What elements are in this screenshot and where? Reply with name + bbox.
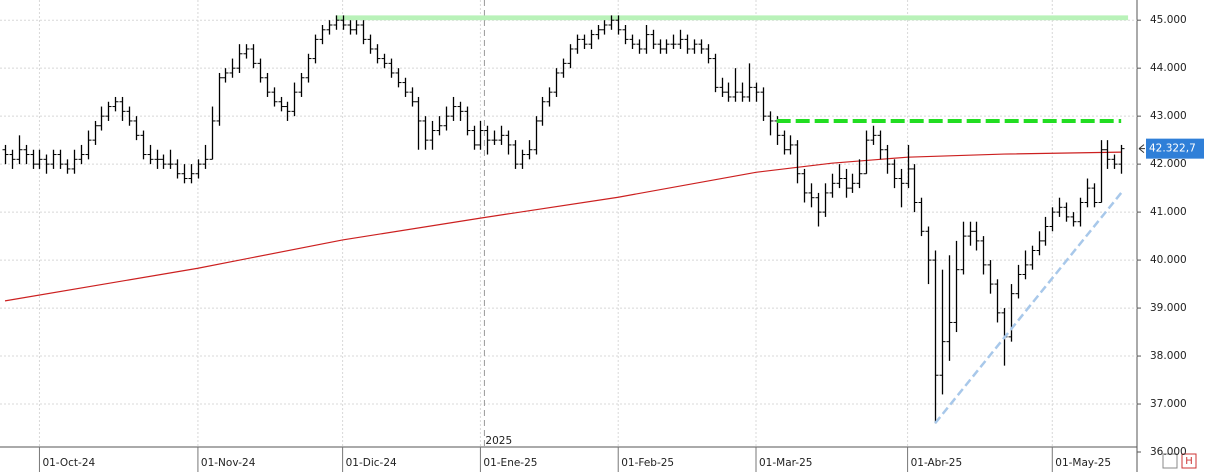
y-tick-label: 40.000 bbox=[1150, 254, 1187, 266]
x-tick-label: 01-Mar-25 bbox=[759, 457, 812, 469]
x-tick-label: 01-Nov-24 bbox=[201, 457, 256, 469]
x-tick-label: 01-Abr-25 bbox=[911, 457, 963, 469]
resistance-band bbox=[335, 15, 1129, 21]
y-tick-label: 43.000 bbox=[1150, 110, 1187, 122]
plot-area bbox=[0, 0, 1137, 447]
last-price-label: 42.322,7 bbox=[1149, 143, 1196, 155]
trend-line bbox=[934, 192, 1123, 424]
y-tick-label: 42.000 bbox=[1150, 158, 1187, 170]
x-tick-label: 01-Dic-24 bbox=[346, 457, 397, 469]
toolbar-icon[interactable]: H bbox=[1185, 456, 1193, 467]
y-tick-label: 38.000 bbox=[1150, 350, 1187, 362]
y-tick-label: 37.000 bbox=[1150, 398, 1187, 410]
y-tick-label: 44.000 bbox=[1150, 62, 1187, 74]
y-tick-label: 41.000 bbox=[1150, 206, 1187, 218]
y-tick-label: 39.000 bbox=[1150, 302, 1187, 314]
y-tick-label: 45.000 bbox=[1150, 14, 1187, 26]
last-price-arrow bbox=[1138, 144, 1145, 154]
last-price-box bbox=[1146, 138, 1204, 159]
year-label: 2025 bbox=[485, 435, 512, 447]
x-tick-label: 01-Oct-24 bbox=[42, 457, 95, 469]
y-tick-label: 36.000 bbox=[1150, 446, 1187, 458]
toolbar-button[interactable] bbox=[1181, 453, 1197, 469]
x-tick-label: 01-May-25 bbox=[1055, 457, 1111, 469]
toolbar-button[interactable] bbox=[1162, 453, 1178, 469]
x-tick-label: 01-Feb-25 bbox=[621, 457, 674, 469]
x-tick-label: 01-Ene-25 bbox=[483, 457, 537, 469]
moving-average-line bbox=[4, 151, 1122, 302]
